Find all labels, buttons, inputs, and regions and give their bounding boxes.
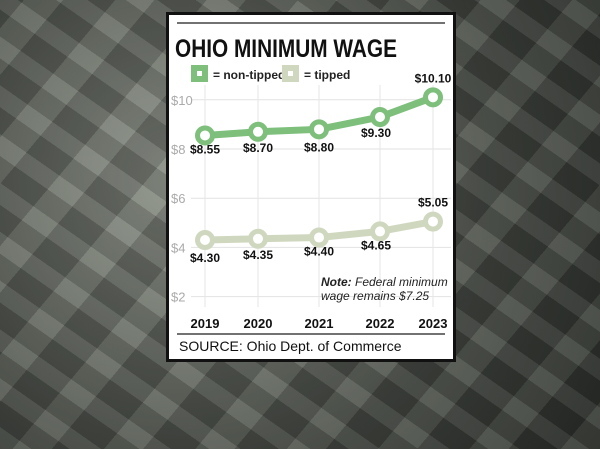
data-point <box>370 221 390 242</box>
data-label: $8.55 <box>190 142 220 156</box>
x-tick-label: 2021 <box>305 316 334 331</box>
legend-label: = tipped <box>304 68 350 82</box>
legend-swatch-inner <box>288 71 293 76</box>
y-tick-label: $8 <box>171 142 185 157</box>
data-label: $8.80 <box>304 140 334 154</box>
note: Note: Federal minimum <box>321 275 448 289</box>
data-point <box>195 125 215 146</box>
y-tick-label: $2 <box>171 290 185 305</box>
line-chart: OHIO MINIMUM WAGE = non-tipped = tipped $2 $… <box>171 22 452 354</box>
data-point <box>309 227 329 248</box>
data-label: $5.05 <box>418 196 448 210</box>
x-tick-label: 2023 <box>419 316 448 331</box>
chart-title: OHIO MINIMUM WAGE <box>175 35 397 63</box>
x-tick-label: 2019 <box>191 316 220 331</box>
data-point <box>309 119 329 140</box>
data-label: $9.30 <box>361 126 391 140</box>
data-point <box>195 230 215 251</box>
source: SOURCE: Ohio Dept. of Commerce <box>179 338 402 354</box>
data-point <box>423 211 443 232</box>
data-point <box>370 107 390 128</box>
data-point <box>248 228 268 249</box>
data-point <box>248 121 268 142</box>
data-label: $4.30 <box>190 251 220 265</box>
y-tick-label: $4 <box>171 240 185 255</box>
legend-swatch-inner <box>197 71 202 76</box>
y-tick-label: $10 <box>171 93 193 108</box>
data-label: $10.10 <box>415 71 452 85</box>
x-tick-label: 2020 <box>244 316 273 331</box>
legend-label: = non-tipped <box>213 68 285 82</box>
note-line-2: wage remains $7.25 <box>321 289 429 303</box>
chart-card: OHIO MINIMUM WAGE = non-tipped = tipped $2 $… <box>166 12 456 362</box>
data-label: $4.40 <box>304 245 334 259</box>
y-tick-label: $6 <box>171 191 185 206</box>
data-label: $8.70 <box>243 141 273 155</box>
data-label: $4.65 <box>361 238 391 252</box>
x-tick-label: 2022 <box>366 316 395 331</box>
data-label: $4.35 <box>243 248 273 262</box>
data-point <box>423 87 443 108</box>
